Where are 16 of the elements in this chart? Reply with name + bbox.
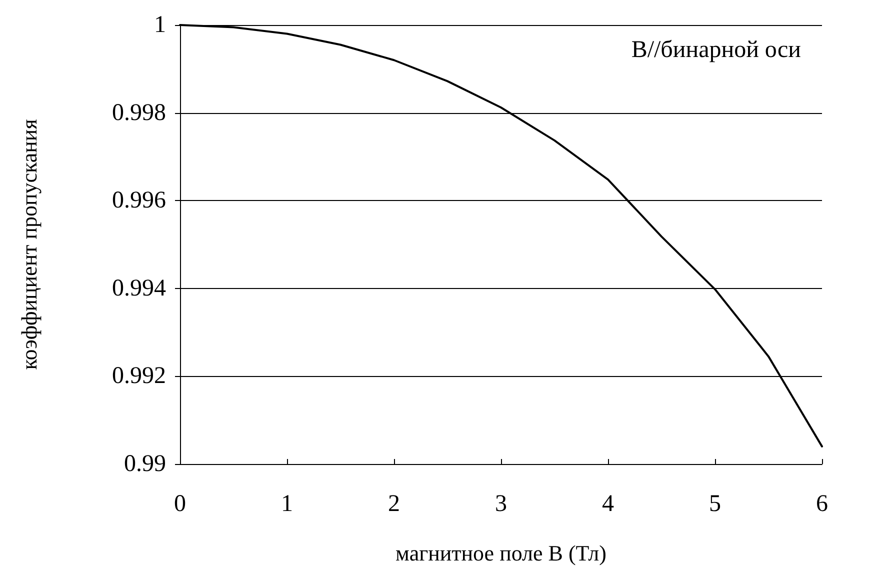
y-tick-label: 0.992 [112,363,166,390]
y-tick-label: 0.994 [112,275,166,302]
x-tick-label: 0 [174,491,186,517]
x-tick-label: 4 [602,491,614,517]
x-tick-label: 1 [281,491,293,517]
x-tick-label: 3 [495,491,507,517]
y-axis-title: коэффициент пропускания [16,119,42,370]
y-tick-label: 0.996 [112,188,166,214]
x-tick-label: 6 [816,491,828,517]
y-tick-label: 0.998 [112,100,166,126]
x-tick-label: 2 [388,491,400,517]
y-tick-label: 1 [154,12,166,38]
annotation: B//бинарной оси [631,37,802,63]
x-tick-label: 5 [709,491,721,517]
y-tick-label: 0.99 [124,451,166,477]
x-axis-title: магнитное поле B (Тл) [396,540,606,566]
